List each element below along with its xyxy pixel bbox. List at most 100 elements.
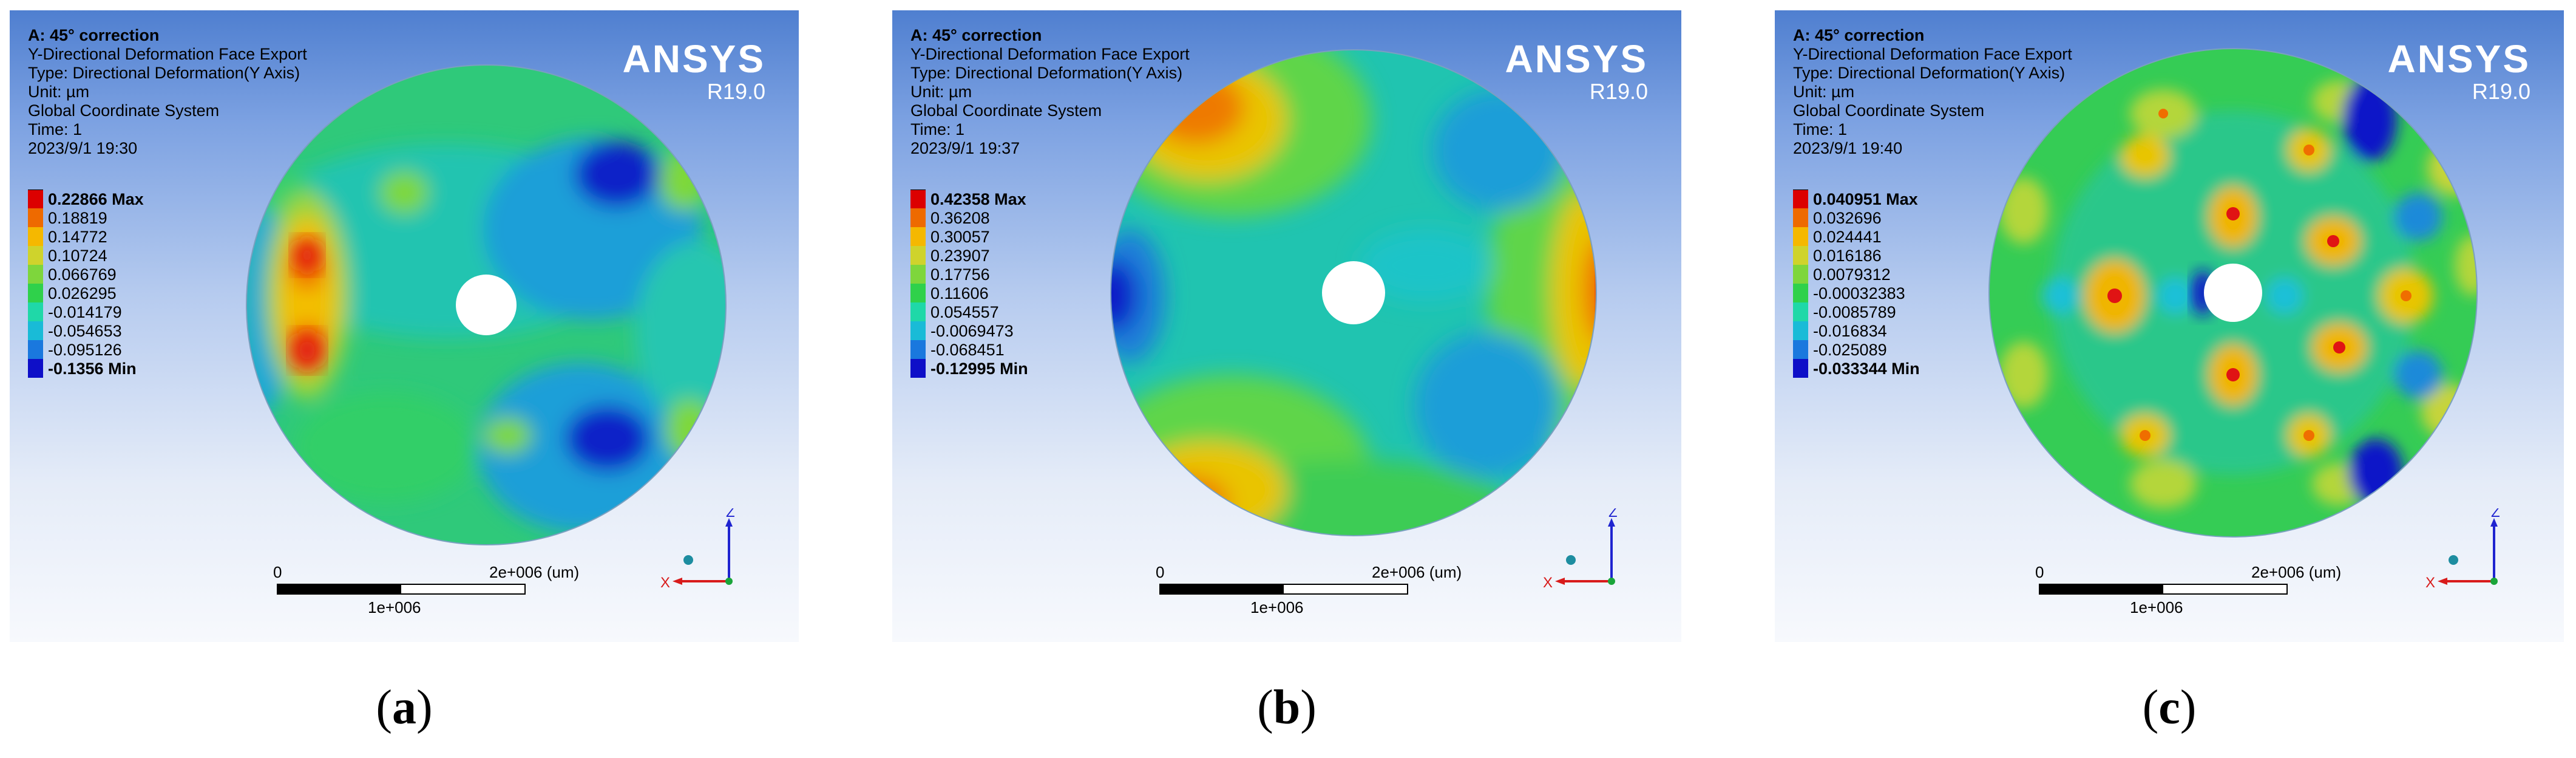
scale-half <box>1159 584 1284 595</box>
caption-letter: c <box>2158 681 2180 734</box>
caption-b: (b) <box>1196 680 1378 736</box>
scale-mid-label: 1e+006 <box>368 598 421 616</box>
brand-version: R19.0 <box>1589 79 1648 104</box>
scale-zero-label: 0 <box>2035 563 2044 581</box>
info-block: A: 45° correction Y-Directional Deformat… <box>1793 26 2072 158</box>
x-axis-arrow <box>2438 578 2447 585</box>
result-unit: Unit: µm <box>910 83 972 101</box>
info-block: A: 45° correction Y-Directional Deformat… <box>910 26 1190 158</box>
legend-label: 0.30057 <box>930 228 990 246</box>
legend-swatch <box>910 227 926 246</box>
legend-label: 0.066769 <box>48 265 117 284</box>
legend-label: 0.36208 <box>930 209 990 227</box>
caption-close: ) <box>416 681 433 734</box>
triad-ball <box>683 555 693 565</box>
scale-max-label: 2e+006 (um) <box>489 563 580 581</box>
result-unit: Unit: µm <box>1793 83 1855 101</box>
scale-half <box>2039 584 2163 595</box>
legend-swatch <box>910 302 926 321</box>
legend-min-label: -0.1356 Min <box>48 360 137 378</box>
legend-swatch <box>28 302 43 321</box>
x-axis-label: X <box>660 575 670 591</box>
scale-max-label: 2e+006 (um) <box>1372 563 1462 581</box>
center-hole <box>1322 261 1385 324</box>
legend-label: -0.0069473 <box>930 322 1014 340</box>
legend-swatch <box>1793 246 1808 265</box>
legend-swatch <box>1793 227 1808 246</box>
x-axis-arrow <box>1555 578 1565 585</box>
legend-label: -0.0085789 <box>1813 303 1896 321</box>
axis-triad[interactable]: Z X <box>659 508 750 606</box>
legend-swatch <box>910 189 926 209</box>
legend-swatch <box>1793 208 1808 227</box>
legend-max-label: 0.22866 Max <box>48 190 144 208</box>
x-axis-arrow <box>673 578 682 585</box>
axis-triad[interactable]: Z X <box>2424 508 2515 606</box>
legend-label: 0.17756 <box>930 265 990 284</box>
result-type: Type: Directional Deformation(Y Axis) <box>1793 64 2066 82</box>
scale-bar: 0 2e+006 (um) 1e+006 <box>2035 563 2341 616</box>
contour-disk[interactable] <box>892 10 1681 642</box>
legend-swatch <box>1793 359 1808 378</box>
legend-label: -0.068451 <box>930 341 1005 359</box>
coordinate-system: Global Coordinate System <box>28 101 220 120</box>
scale-mid-label: 1e+006 <box>1250 598 1304 616</box>
legend-max-label: 0.42358 Max <box>930 190 1026 208</box>
legend-swatch <box>910 340 926 359</box>
result-unit: Unit: µm <box>28 83 90 101</box>
analysis-title: A: 45° correction <box>910 26 1042 44</box>
result-name: Y-Directional Deformation Face Export <box>1793 45 2072 63</box>
result-date: 2023/9/1 19:37 <box>910 139 1020 157</box>
legend-swatch <box>28 265 43 284</box>
result-time: Time: 1 <box>910 120 965 138</box>
center-hole <box>2204 264 2262 322</box>
z-axis-label: Z <box>726 508 735 521</box>
legend-swatch <box>28 246 43 265</box>
scale-zero-label: 0 <box>273 563 282 581</box>
axis-triad[interactable]: Z X <box>1542 508 1633 606</box>
legend-label: 0.032696 <box>1813 209 1882 227</box>
legend-swatch <box>910 284 926 302</box>
legend-swatch <box>910 246 926 265</box>
result-name: Y-Directional Deformation Face Export <box>28 45 307 63</box>
legend-label: 0.14772 <box>48 228 107 246</box>
contour-disk[interactable] <box>10 10 799 642</box>
viewport-c[interactable]: A: 45° correction Y-Directional Deformat… <box>1775 10 2564 642</box>
legend-label: 0.10724 <box>48 247 107 265</box>
result-date: 2023/9/1 19:40 <box>1793 139 1903 157</box>
ansys-logo: ANSYS R19.0 <box>623 39 766 104</box>
triad-ball <box>1566 555 1576 565</box>
result-name: Y-Directional Deformation Face Export <box>910 45 1190 63</box>
legend-swatch <box>1793 302 1808 321</box>
result-type: Type: Directional Deformation(Y Axis) <box>910 64 1183 82</box>
legend-label: 0.026295 <box>48 284 117 302</box>
legend-label: 0.024441 <box>1813 228 1882 246</box>
viewport-a[interactable]: A: 45° correction Y-Directional Deformat… <box>10 10 799 642</box>
triad-ball <box>2449 555 2458 565</box>
caption-open: ( <box>1257 681 1273 734</box>
legend-label: 0.0079312 <box>1813 265 1891 284</box>
scale-zero-label: 0 <box>1156 563 1165 581</box>
x-axis-label: X <box>1543 575 1553 591</box>
legend-swatch <box>28 227 43 246</box>
caption-a: (a) <box>313 680 495 736</box>
result-time: Time: 1 <box>1793 120 1848 138</box>
legend-swatch <box>1793 284 1808 302</box>
legend-swatch <box>28 284 43 302</box>
legend-swatch <box>1793 189 1808 209</box>
contour-disk[interactable] <box>1775 10 2564 642</box>
analysis-title: A: 45° correction <box>28 26 160 44</box>
z-axis-label: Z <box>2491 508 2500 521</box>
legend-label: 0.11606 <box>930 284 989 302</box>
legend-swatch <box>910 359 926 378</box>
coordinate-system: Global Coordinate System <box>910 101 1102 120</box>
brand-name: ANSYS <box>1505 37 1648 81</box>
coordinate-system: Global Coordinate System <box>1793 101 1985 120</box>
brand-version: R19.0 <box>2472 79 2530 104</box>
legend-swatch <box>1793 340 1808 359</box>
legend-min-label: -0.033344 Min <box>1813 360 1920 378</box>
viewport-b[interactable]: A: 45° correction Y-Directional Deformat… <box>892 10 1681 642</box>
origin-dot <box>1608 578 1615 585</box>
analysis-title: A: 45° correction <box>1793 26 1925 44</box>
legend-label: -0.014179 <box>48 303 122 321</box>
